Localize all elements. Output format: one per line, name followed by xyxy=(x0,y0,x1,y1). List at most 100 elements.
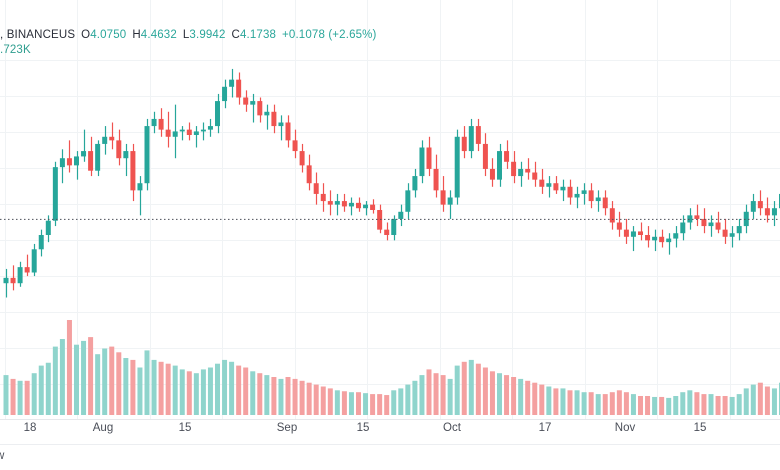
candle-body xyxy=(525,168,531,173)
candle-body xyxy=(165,129,171,137)
candle-body xyxy=(433,168,439,191)
candle-body xyxy=(207,126,213,130)
volume-bar xyxy=(602,394,608,415)
x-axis-tick: 18 xyxy=(23,422,37,434)
volume-bar xyxy=(88,337,94,415)
volume-bar xyxy=(454,365,460,415)
candle-body xyxy=(116,140,122,159)
candle-body xyxy=(518,168,524,177)
candle-body xyxy=(137,183,143,191)
candle-body xyxy=(645,235,651,241)
volume-bar xyxy=(771,388,777,415)
volume-bar xyxy=(616,390,622,415)
candle-body xyxy=(454,136,460,198)
candle-body xyxy=(497,151,502,180)
volume-bar xyxy=(257,373,263,415)
candle-body xyxy=(398,211,404,219)
candle-body xyxy=(236,79,242,98)
volume-bar xyxy=(666,397,672,415)
candle-body xyxy=(729,233,735,237)
volume-bar xyxy=(45,362,51,415)
volume-bar xyxy=(525,380,531,415)
candle-body xyxy=(102,136,108,144)
volume-bar xyxy=(645,396,651,415)
volume-bar xyxy=(482,367,488,415)
candle-body xyxy=(31,249,37,273)
candle-body xyxy=(327,201,333,205)
volume-bar xyxy=(722,396,728,415)
timeframe-button-w[interactable]: w xyxy=(0,450,5,462)
candle-body xyxy=(66,158,72,166)
candle-body xyxy=(504,151,510,162)
candle-body xyxy=(553,183,559,191)
volume-bar xyxy=(356,392,361,415)
candle-body xyxy=(482,143,488,169)
candle-body xyxy=(306,165,312,184)
candle-body xyxy=(539,179,545,187)
volume-bar xyxy=(440,375,446,415)
volume-bar xyxy=(95,354,101,415)
candle-body xyxy=(546,183,552,187)
volume-bar xyxy=(236,365,242,415)
candle-body xyxy=(736,226,742,234)
volume-bar xyxy=(81,340,87,415)
volume-bar xyxy=(539,384,545,415)
candle-body xyxy=(313,183,319,194)
volume-bar xyxy=(652,396,658,415)
x-axis-tick: 17 xyxy=(538,422,552,434)
volume-bar xyxy=(426,369,432,415)
volume-bar xyxy=(489,371,495,415)
candle-body xyxy=(750,201,756,212)
candle-body xyxy=(10,277,16,284)
volume-bar xyxy=(285,377,291,415)
candle-body xyxy=(200,129,206,132)
volume-bar xyxy=(504,375,510,415)
candle-body xyxy=(370,204,376,210)
chart-footer: w xyxy=(0,447,780,470)
volume-bar xyxy=(638,396,643,415)
volume-bar xyxy=(341,391,347,415)
volume-bar xyxy=(391,390,397,415)
candle-body xyxy=(334,201,340,205)
volume-bar xyxy=(757,382,763,415)
candle-body xyxy=(229,79,235,87)
volume-bar xyxy=(419,375,425,415)
volume-bar xyxy=(144,350,150,415)
candle-body xyxy=(419,147,425,177)
volume-bar xyxy=(243,367,249,415)
candle-body xyxy=(88,151,94,171)
volume-bar xyxy=(729,396,735,415)
volume-bar xyxy=(292,378,298,415)
volume-bar xyxy=(193,373,199,415)
candle-body xyxy=(151,118,157,127)
candle-body xyxy=(3,277,9,284)
volume-bar xyxy=(567,390,573,415)
candle-body xyxy=(299,151,305,166)
volume-bar xyxy=(687,390,693,415)
volume-bar xyxy=(743,388,749,415)
volume-bar xyxy=(511,377,517,415)
candle-body xyxy=(257,101,263,116)
volume-bar xyxy=(59,339,65,415)
volume-bar xyxy=(708,394,714,415)
x-axis: 18 Aug 15 Sep 15 Oct 17 Nov 15 xyxy=(0,419,780,445)
volume-bar xyxy=(306,382,312,415)
volume-bar xyxy=(623,392,629,415)
volume-bar xyxy=(320,386,326,415)
volume-bar xyxy=(200,369,206,415)
volume-bar xyxy=(680,392,686,415)
volume-bar xyxy=(447,378,453,415)
candle-body xyxy=(172,131,178,137)
candle-body xyxy=(567,186,573,198)
volume-bar xyxy=(313,384,319,415)
volume-bar xyxy=(461,361,467,415)
volume-bar xyxy=(363,393,369,415)
volume-bar xyxy=(405,384,411,415)
volume-bar xyxy=(327,388,333,415)
volume-bar xyxy=(715,396,721,415)
x-axis-tick: Sep xyxy=(276,422,298,434)
volume-bar xyxy=(468,359,474,415)
candle-body xyxy=(743,211,749,227)
